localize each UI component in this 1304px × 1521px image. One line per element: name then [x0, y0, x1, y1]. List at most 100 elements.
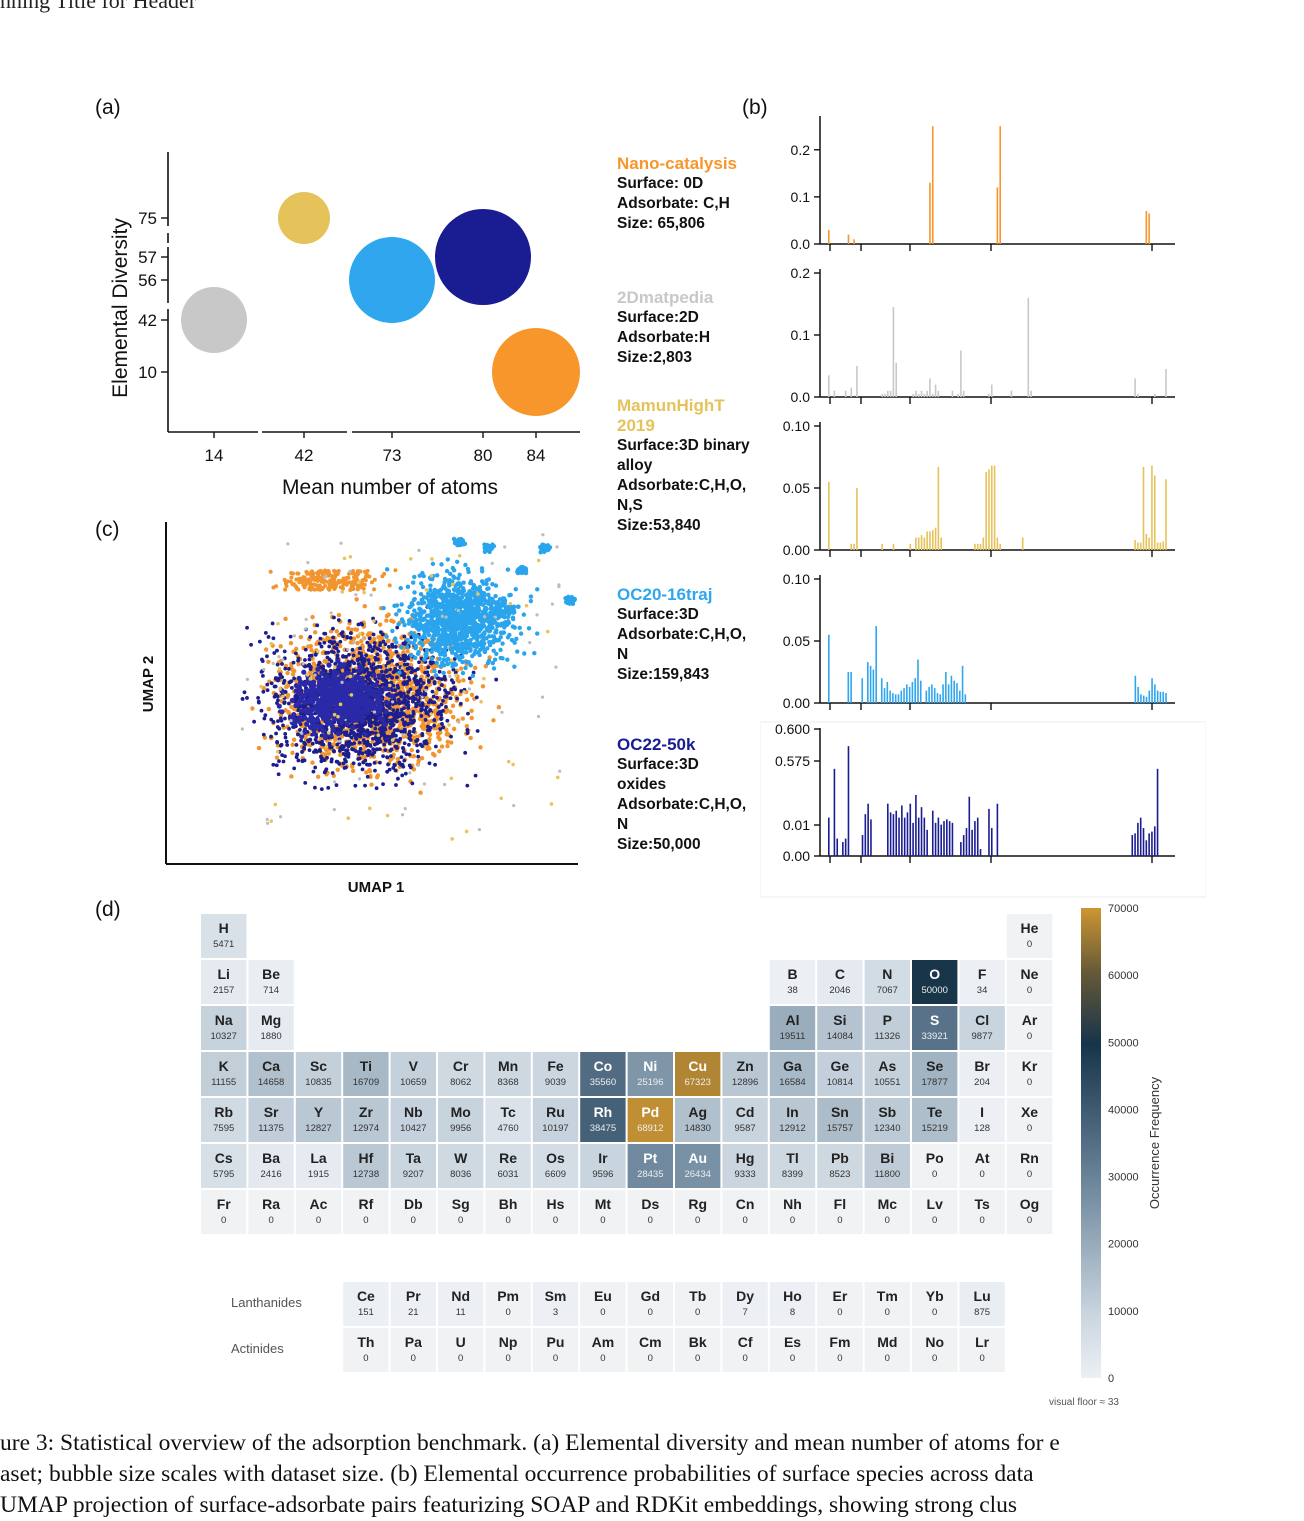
umap-point [406, 722, 410, 726]
bar [865, 814, 867, 856]
umap-point [447, 691, 451, 695]
dataset-detail: Size: 65,806 [617, 214, 737, 234]
umap-point [328, 658, 332, 662]
bar [887, 682, 889, 703]
umap-point [419, 678, 423, 682]
umap-point [295, 755, 299, 759]
umap-point [359, 683, 364, 688]
umap-point [309, 648, 313, 652]
umap-point [344, 655, 348, 659]
umap-point [319, 690, 324, 695]
umap-point [402, 723, 406, 727]
y-tick-label: 56 [138, 271, 157, 290]
bar-y-tick-label: 0.0 [791, 389, 811, 405]
umap-point [395, 603, 399, 607]
umap-point [325, 636, 329, 640]
umap-point [371, 747, 375, 751]
umap-point [389, 754, 393, 758]
umap-point [260, 658, 264, 662]
umap-point [252, 720, 256, 724]
umap-point [372, 633, 376, 637]
umap-point [428, 583, 432, 587]
umap-point [501, 630, 505, 634]
umap-point [358, 664, 363, 669]
umap-point [364, 687, 369, 692]
umap-point [258, 640, 262, 644]
dataset-detail: Adsorbate: C,H [617, 194, 737, 214]
umap-point [498, 648, 502, 652]
umap-point [321, 728, 326, 733]
bar [909, 804, 911, 856]
umap-point [342, 672, 347, 677]
umap-point [357, 734, 361, 738]
bar [991, 385, 993, 397]
bar [1160, 692, 1162, 703]
umap-point [470, 654, 474, 658]
umap-point [323, 733, 328, 738]
umap-point [435, 573, 439, 577]
bar [932, 394, 934, 397]
umap-point [439, 713, 443, 717]
umap-point [517, 626, 521, 630]
bar-y-tick-label: 0.10 [783, 571, 810, 587]
umap-point [327, 645, 331, 649]
umap-point [381, 754, 385, 758]
umap-point [529, 594, 533, 598]
umap-point [451, 681, 455, 685]
umap-point [424, 739, 428, 743]
bar [850, 544, 852, 550]
bar [867, 662, 869, 703]
x-axis-break [347, 428, 352, 436]
umap-point [296, 659, 300, 663]
bar [938, 391, 940, 397]
bar [1157, 543, 1159, 550]
umap-point [309, 695, 314, 700]
umap-point [367, 662, 371, 666]
umap-point [350, 747, 354, 751]
umap-point [522, 612, 526, 616]
bar [850, 672, 852, 703]
umap-point [385, 735, 389, 739]
umap-point [487, 577, 491, 581]
umap-point [404, 655, 408, 659]
dataset-detail: Size:159,843 [617, 665, 746, 685]
umap-point [419, 581, 423, 585]
umap-point [338, 661, 343, 666]
umap-point [366, 775, 370, 779]
bar [828, 230, 830, 244]
umap-point [480, 634, 484, 638]
bar [931, 684, 933, 703]
bar [884, 688, 886, 703]
umap-point [363, 583, 367, 587]
umap-point [352, 636, 356, 640]
bar [890, 812, 892, 856]
umap-point [282, 760, 286, 764]
umap-point [368, 733, 372, 737]
umap-point [436, 640, 440, 644]
umap-point [373, 641, 377, 645]
bar [920, 681, 922, 703]
bar [1154, 826, 1156, 856]
umap-point [374, 723, 378, 727]
bar [895, 694, 897, 703]
umap-point [296, 690, 301, 695]
umap-point [378, 705, 383, 710]
umap-point [318, 749, 322, 753]
umap-point [313, 766, 317, 770]
umap-point [381, 782, 385, 786]
umap-point [368, 645, 372, 649]
umap-point [427, 680, 431, 684]
umap-point [355, 627, 359, 631]
umap-point [314, 583, 318, 587]
umap-point [464, 646, 468, 650]
umap-point [290, 698, 295, 703]
umap-point [385, 693, 389, 697]
umap-point [308, 654, 312, 658]
bar [921, 391, 923, 397]
umap-point [446, 557, 450, 561]
umap-point [338, 753, 342, 757]
bar [921, 535, 923, 550]
umap-point [325, 695, 330, 700]
umap-point [516, 604, 520, 608]
umap-point [352, 761, 356, 765]
